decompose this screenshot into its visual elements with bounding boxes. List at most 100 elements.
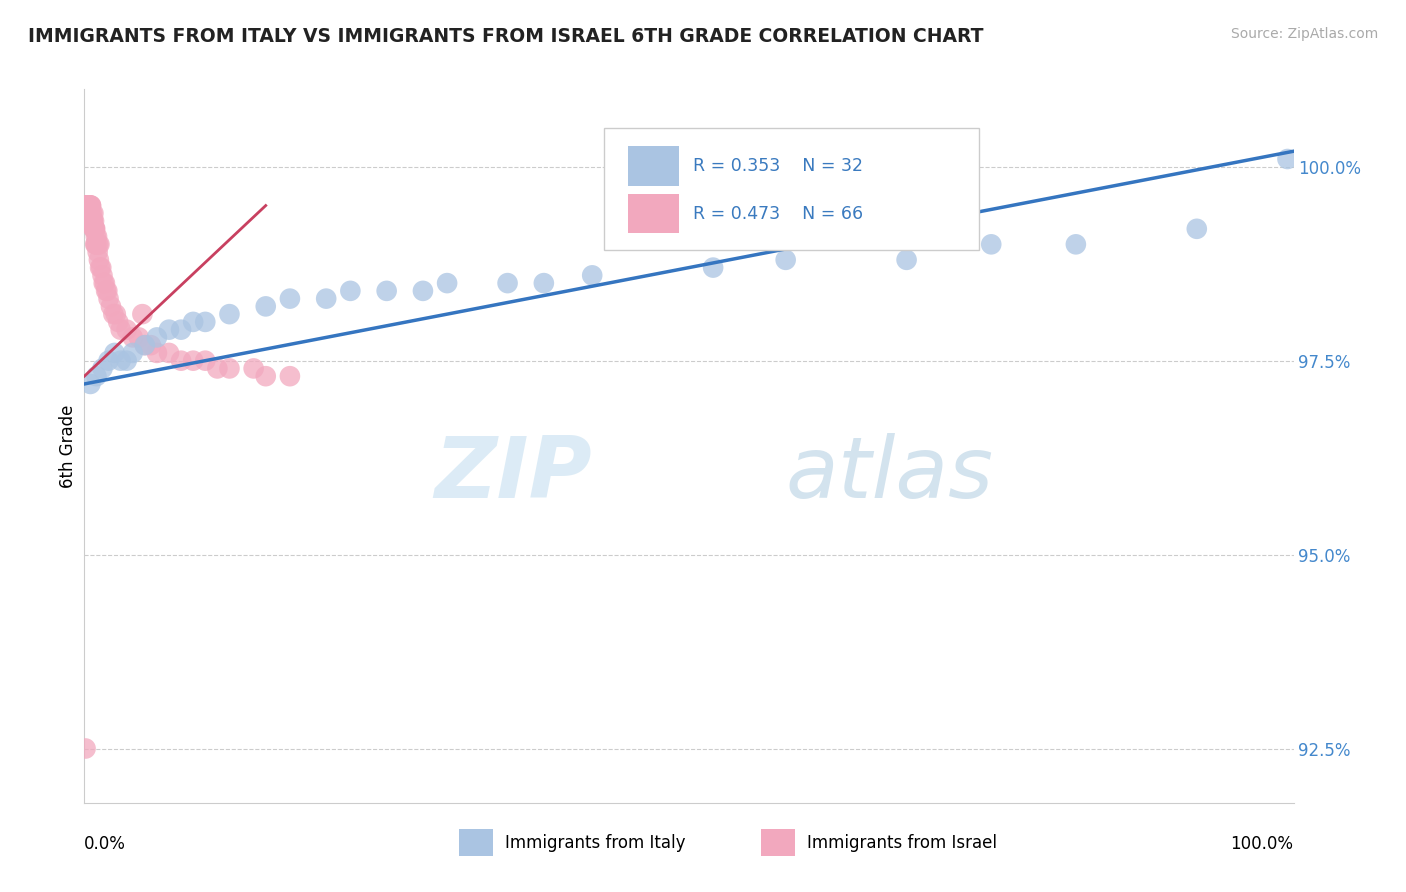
FancyBboxPatch shape (460, 830, 494, 856)
Point (82, 206, 104, 220)
Point (170, 353, 193, 368)
Point (218, 307, 240, 321)
Point (278, 369, 301, 384)
Point (91, 268, 114, 283)
Point (980, 237, 1002, 252)
Point (86, 245, 108, 260)
Point (89, 237, 111, 252)
Point (194, 315, 217, 329)
Point (90, 260, 112, 275)
Point (702, 260, 724, 275)
Point (194, 353, 217, 368)
Point (97, 353, 120, 368)
Point (207, 361, 229, 376)
Point (82, 222, 104, 236)
Point (339, 284, 361, 298)
Point (77, 198, 100, 212)
FancyBboxPatch shape (628, 194, 679, 234)
Point (533, 276, 555, 290)
Text: Immigrants from Italy: Immigrants from Italy (505, 835, 686, 853)
Text: 0.0%: 0.0% (84, 835, 127, 853)
Point (97, 292, 120, 306)
Point (128, 330, 150, 344)
Text: R = 0.473    N = 66: R = 0.473 N = 66 (693, 205, 863, 223)
Point (121, 330, 143, 344)
Point (82, 214, 104, 228)
Point (76, 198, 98, 212)
Point (1277, 152, 1299, 166)
Text: ZIP: ZIP (434, 433, 592, 516)
Point (75, 198, 97, 212)
Point (75, 741, 97, 756)
Text: IMMIGRANTS FROM ITALY VS IMMIGRANTS FROM ISRAEL 6TH GRADE CORRELATION CHART: IMMIGRANTS FROM ITALY VS IMMIGRANTS FROM… (28, 27, 984, 45)
Point (131, 307, 153, 321)
Point (104, 307, 127, 321)
Point (93, 276, 115, 290)
FancyBboxPatch shape (628, 146, 679, 186)
Point (170, 323, 193, 337)
Point (496, 276, 519, 290)
Point (104, 346, 127, 360)
Point (94, 276, 117, 290)
FancyBboxPatch shape (605, 128, 979, 250)
Text: R = 0.353    N = 32: R = 0.353 N = 32 (693, 157, 862, 175)
Point (254, 299, 277, 313)
Point (87, 252, 110, 267)
Point (581, 268, 603, 283)
Point (83, 222, 105, 236)
Point (83, 214, 105, 228)
Y-axis label: 6th Grade: 6th Grade (59, 404, 77, 488)
Point (218, 361, 240, 376)
Point (181, 353, 204, 368)
Point (83, 222, 105, 236)
Point (86, 229, 108, 244)
Point (1185, 222, 1208, 236)
Point (77, 198, 100, 212)
Text: 100.0%: 100.0% (1230, 835, 1294, 853)
Point (77, 198, 100, 212)
Point (86, 369, 108, 384)
Text: Immigrants from Israel: Immigrants from Israel (807, 835, 997, 853)
Text: atlas: atlas (786, 433, 994, 516)
Point (83, 222, 105, 236)
Point (121, 346, 143, 360)
Point (115, 353, 138, 368)
Point (139, 338, 162, 352)
Point (77, 198, 100, 212)
Point (80, 214, 103, 228)
Point (76, 198, 98, 212)
Point (94, 284, 117, 298)
Point (80, 198, 103, 212)
Point (107, 315, 129, 329)
Point (157, 346, 180, 360)
Point (87, 237, 110, 252)
Point (134, 338, 156, 352)
Point (82, 214, 104, 228)
Point (134, 338, 156, 352)
Point (79, 206, 101, 220)
Point (103, 307, 125, 321)
Point (80, 214, 103, 228)
Point (896, 252, 918, 267)
Point (278, 292, 301, 306)
FancyBboxPatch shape (762, 830, 796, 856)
Point (181, 315, 204, 329)
Point (110, 323, 132, 337)
Point (84, 237, 107, 252)
Point (115, 323, 138, 337)
Point (80, 198, 103, 212)
Point (77, 206, 100, 220)
Text: Source: ZipAtlas.com: Source: ZipAtlas.com (1230, 27, 1378, 41)
Point (775, 252, 797, 267)
Point (82, 214, 104, 228)
Point (75, 198, 97, 212)
Point (375, 284, 398, 298)
Point (91, 361, 114, 376)
Point (242, 361, 264, 376)
Point (315, 292, 337, 306)
Point (84, 222, 107, 236)
Point (254, 369, 277, 384)
Point (146, 346, 169, 360)
Point (84, 237, 107, 252)
Point (84, 229, 107, 244)
